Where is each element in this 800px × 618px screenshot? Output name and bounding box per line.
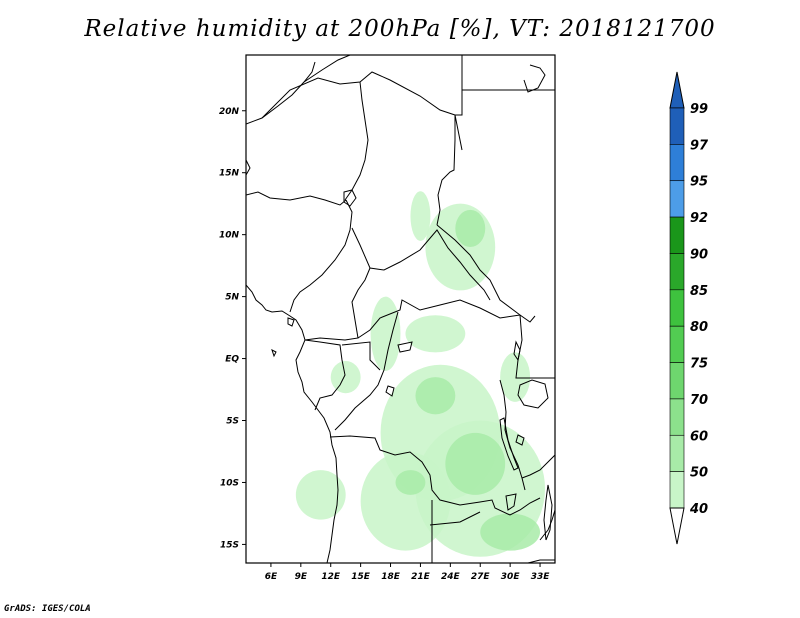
small-lake-3 xyxy=(385,385,395,397)
colorbar-segment-8 xyxy=(669,398,685,436)
x-tick-label-4: 18E xyxy=(381,572,401,582)
humidity-region-13 xyxy=(480,513,541,551)
y-tick-label-6: 10S xyxy=(220,478,239,488)
country-borders-layer xyxy=(246,55,555,563)
y-tick-label-1: 15N xyxy=(219,169,240,179)
colorbar-top-triangle xyxy=(669,71,685,109)
map-frame xyxy=(245,54,556,564)
island-bioko xyxy=(287,317,295,327)
border-nigeria-cameroon xyxy=(289,199,353,313)
humidity-region-7 xyxy=(410,191,431,241)
humidity-field-layer xyxy=(295,191,546,557)
colorbar-label-60: 60 xyxy=(690,429,708,444)
colorbar-label-97: 97 xyxy=(690,138,709,153)
colorbar-segment-1 xyxy=(669,144,685,182)
lake-tanganyika xyxy=(499,417,519,471)
x-axis: 6E 9E 12E 15E 18E 21E 24E 27E 30E 33E xyxy=(265,563,551,582)
y-tick-label-4: EQ xyxy=(225,355,239,365)
x-tick-label-0: 6E xyxy=(265,572,278,582)
humidity-region-9 xyxy=(500,352,531,402)
y-tick-label-3: 5N xyxy=(225,293,239,303)
border-congo-drc xyxy=(334,311,399,431)
colorbar-segment-5 xyxy=(669,289,685,327)
colorbar-segment-7 xyxy=(669,362,685,400)
lake-chad xyxy=(343,189,357,207)
y-axis: 20N 15N 10N 5N EQ 5S 10S 15S xyxy=(219,107,246,550)
colorbar-segment-9 xyxy=(669,434,685,472)
humidity-region-12 xyxy=(455,209,486,248)
colorbar: 99 97 95 92 90 85 80 75 70 60 50 40 xyxy=(669,71,709,545)
border-sudan-south xyxy=(436,224,521,316)
y-tick-label-0: 20N xyxy=(219,107,240,117)
border-drc-angola xyxy=(329,435,541,516)
x-tick-label-9: 33E xyxy=(531,572,551,582)
border-sudan-west xyxy=(436,115,456,226)
map-title: Relative humidity at 200hPa [%], VT: 201… xyxy=(84,16,716,42)
x-tick-label-7: 27E xyxy=(471,572,491,582)
border-algeria-libya xyxy=(303,55,351,83)
colorbar-segment-3 xyxy=(669,216,685,254)
y-tick-label-5: 5S xyxy=(226,417,239,427)
colorbar-bottom-triangle xyxy=(669,507,685,545)
colorbar-label-50: 50 xyxy=(690,466,708,481)
border-angola-zambia xyxy=(429,500,481,563)
colorbar-segment-4 xyxy=(669,253,685,291)
nile-sudd-fragment xyxy=(454,114,463,151)
border-chad-car xyxy=(351,227,491,301)
x-tick-label-6: 24E xyxy=(441,572,461,582)
humidity-region-14 xyxy=(395,470,426,495)
red-sea-coast xyxy=(523,64,546,93)
y-tick-label-7: 15S xyxy=(220,540,239,550)
colorbar-label-70: 70 xyxy=(690,393,708,408)
x-tick-label-8: 30E xyxy=(501,572,521,582)
colorbar-label-75: 75 xyxy=(690,357,708,372)
humidity-region-5 xyxy=(295,470,346,520)
humidity-region-11 xyxy=(415,377,456,415)
colorbar-segment-10 xyxy=(669,471,685,509)
humidity-region-6 xyxy=(330,361,361,394)
grads-credit: GrADS: IGES/COLA xyxy=(4,604,91,614)
humidity-region-10 xyxy=(445,432,506,495)
humidity-region-4 xyxy=(370,296,401,371)
small-lake-1 xyxy=(397,341,413,353)
colorbar-label-85: 85 xyxy=(690,284,708,299)
border-uganda-kenya xyxy=(515,314,555,379)
border-chad-libya xyxy=(344,81,369,201)
lake-victoria xyxy=(517,379,549,409)
lake-albert xyxy=(513,340,521,362)
colorbar-segment-2 xyxy=(669,180,685,218)
x-tick-label-1: 9E xyxy=(295,572,308,582)
y-tick-label-2: 10N xyxy=(219,231,240,241)
border-egypt-sudan xyxy=(455,55,555,116)
small-lake-4 xyxy=(271,349,277,358)
colorbar-segment-6 xyxy=(669,325,685,363)
colorbar-label-80: 80 xyxy=(690,320,708,335)
x-tick-label-3: 15E xyxy=(351,572,371,582)
colorbar-segment-0 xyxy=(669,107,685,145)
colorbar-label-40: 40 xyxy=(689,502,708,517)
colorbar-label-95: 95 xyxy=(690,175,708,190)
colorbar-label-92: 92 xyxy=(690,211,708,226)
x-tick-label-2: 12E xyxy=(321,572,341,582)
lake-malawi xyxy=(543,484,553,541)
humidity-region-8 xyxy=(405,315,466,353)
x-tick-label-5: 21E xyxy=(411,572,431,582)
border-cameroon-car xyxy=(304,267,371,341)
small-lake-2 xyxy=(505,493,517,511)
small-lake-5 xyxy=(515,434,525,446)
border-gabon-congo xyxy=(304,339,381,411)
border-niger-north xyxy=(261,71,456,119)
colorbar-label-99: 99 xyxy=(690,102,708,117)
humidity-region-2 xyxy=(360,451,451,551)
border-nigeria-niger xyxy=(246,191,347,206)
colorbar-label-90: 90 xyxy=(690,247,708,262)
border-tanzania-mozambique xyxy=(521,454,555,563)
